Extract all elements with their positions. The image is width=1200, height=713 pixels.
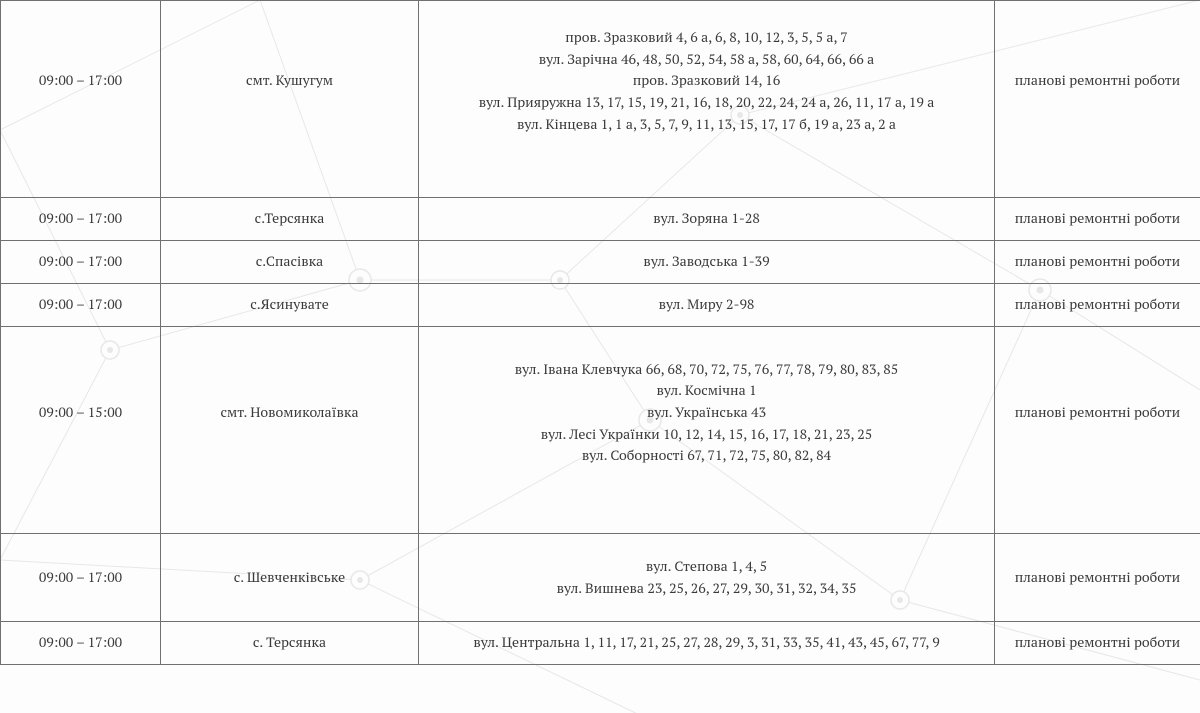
table-row: 09:00 – 15:00смт. Новомиколаївка вул. Іва… [1, 326, 1200, 533]
cell-time: 09:00 – 17:00 [1, 241, 161, 284]
cell-reason: планові ремонтні роботи [995, 283, 1200, 326]
address-line: пров. Зразковий 14, 16 [427, 70, 986, 92]
table-row: 09:00 – 17:00смт. Кушугум пров. Зразковий… [1, 1, 1200, 198]
address-line: вул. Українська 43 [427, 402, 986, 424]
cell-time: 09:00 – 15:00 [1, 326, 161, 533]
table-row: 09:00 – 17:00с. Терсянка вул. Центральна … [1, 622, 1200, 665]
cell-time: 09:00 – 17:00 [1, 283, 161, 326]
cell-reason: планові ремонтні роботи [995, 533, 1200, 621]
address-line: вул. Вишнева 23, 25, 26, 27, 29, 30, 31,… [427, 578, 986, 600]
table-row: 09:00 – 17:00с. Шевченківськевул. Степов… [1, 533, 1200, 621]
cell-addresses: вул. Степова 1, 4, 5вул. Вишнева 23, 25,… [419, 533, 995, 621]
cell-addresses: вул. Зоряна 1-28 [419, 198, 995, 241]
cell-reason: планові ремонтні роботи [995, 241, 1200, 284]
cell-locality: с.Спасівка [161, 241, 419, 284]
address-line: вул. Кінцева 1, 1 а, 3, 5, 7, 9, 11, 13,… [427, 114, 986, 136]
address-line: пров. Зразковий 4, 6 а, 6, 8, 10, 12, 3,… [427, 27, 986, 49]
cell-time: 09:00 – 17:00 [1, 1, 161, 198]
address-line: вул. Соборності 67, 71, 72, 75, 80, 82, … [427, 445, 986, 467]
table-row: 09:00 – 17:00с.Терсянка вул. Зоряна 1-28 п… [1, 198, 1200, 241]
cell-reason: планові ремонтні роботи [995, 1, 1200, 198]
cell-reason: планові ремонтні роботи [995, 622, 1200, 665]
address-line: вул. Зарічна 46, 48, 50, 52, 54, 58 а, 5… [427, 49, 986, 71]
cell-locality: смт. Кушугум [161, 1, 419, 198]
cell-addresses: вул. Миру 2-98 [419, 283, 995, 326]
cell-addresses: вул. Центральна 1, 11, 17, 21, 25, 27, 2… [419, 622, 995, 665]
address-line: вул. Степова 1, 4, 5 [427, 556, 986, 578]
cell-addresses: вул. Івана Клевчука 66, 68, 70, 72, 75, … [419, 326, 995, 533]
cell-addresses: пров. Зразковий 4, 6 а, 6, 8, 10, 12, 3,… [419, 1, 995, 198]
cell-time: 09:00 – 17:00 [1, 533, 161, 621]
cell-addresses: вул. Заводська 1-39 [419, 241, 995, 284]
table-row: 09:00 – 17:00с.Спасівка вул. Заводська 1-… [1, 241, 1200, 284]
address-line: вул. Миру 2-98 [427, 294, 986, 316]
address-line: вул. Заводська 1-39 [427, 251, 986, 273]
cell-locality: с.Ясинувате [161, 283, 419, 326]
outage-table: 09:00 – 17:00смт. Кушугумпров. Зразковий… [0, 0, 1200, 665]
cell-locality: с. Шевченківське [161, 533, 419, 621]
address-line: вул. Лесі Українки 10, 12, 14, 15, 16, 1… [427, 424, 986, 446]
cell-reason: планові ремонтні роботи [995, 198, 1200, 241]
address-line: вул. Центральна 1, 11, 17, 21, 25, 27, 2… [427, 632, 986, 654]
cell-locality: с. Терсянка [161, 622, 419, 665]
address-line: вул. Зоряна 1-28 [427, 208, 986, 230]
cell-time: 09:00 – 17:00 [1, 198, 161, 241]
cell-reason: планові ремонтні роботи [995, 326, 1200, 533]
cell-locality: смт. Новомиколаївка [161, 326, 419, 533]
cell-time: 09:00 – 17:00 [1, 622, 161, 665]
address-line: вул. Прияружна 13, 17, 15, 19, 21, 16, 1… [427, 92, 986, 114]
address-line: вул. Івана Клевчука 66, 68, 70, 72, 75, … [427, 359, 986, 381]
address-line: вул. Космічна 1 [427, 380, 986, 402]
cell-locality: с.Терсянка [161, 198, 419, 241]
table-row: 09:00 – 17:00с.Ясинувате вул. Миру 2-98 пл… [1, 283, 1200, 326]
